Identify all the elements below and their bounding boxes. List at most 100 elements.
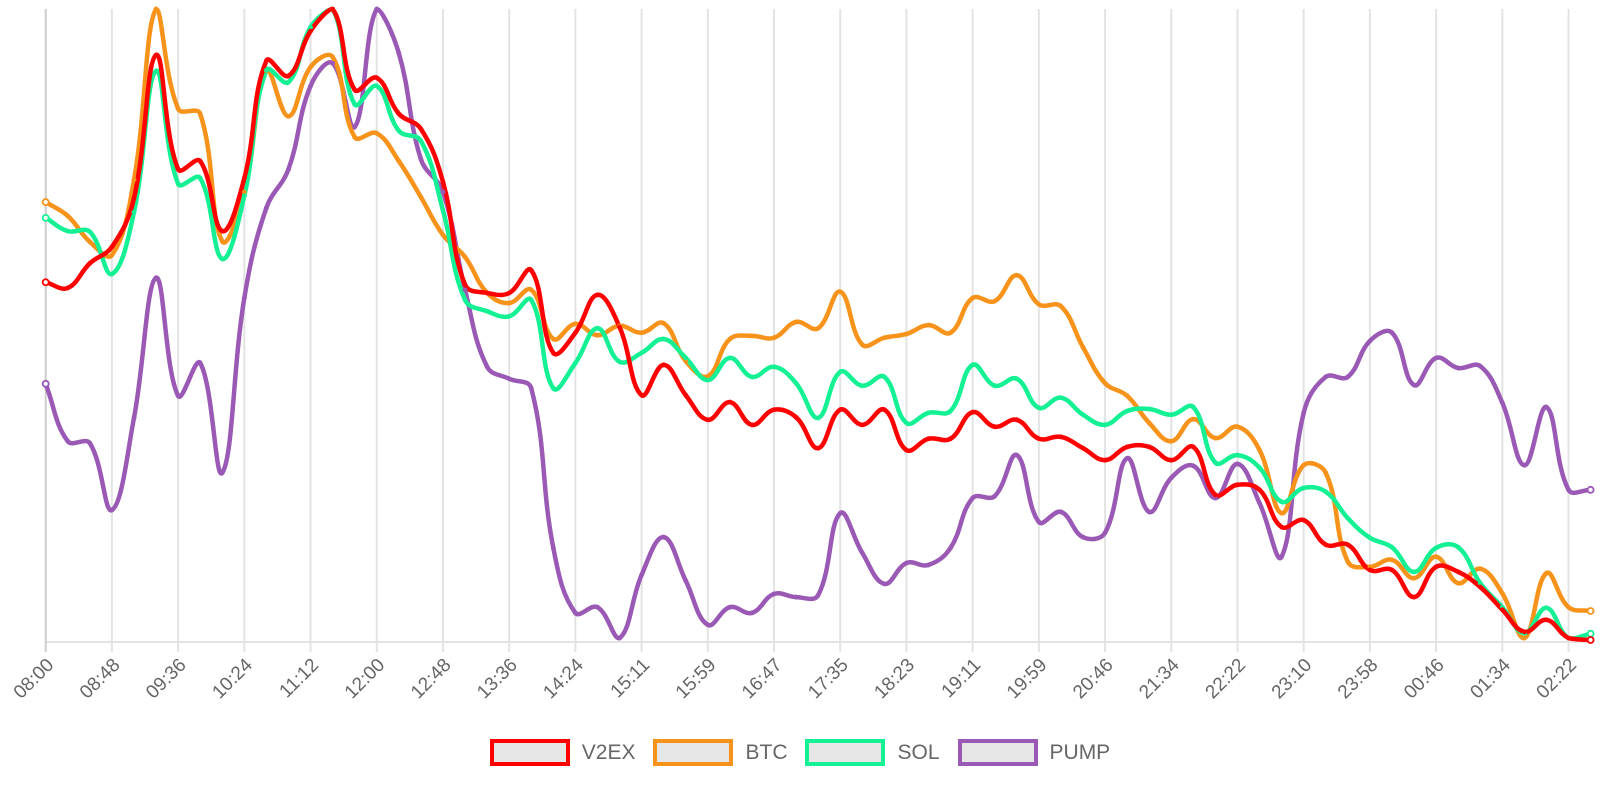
data-point-pump[interactable] [175, 393, 181, 399]
data-point-pump[interactable] [1124, 455, 1130, 461]
data-point-v2ex[interactable] [727, 399, 733, 405]
data-point-btc[interactable] [992, 298, 998, 304]
data-point-btc[interactable] [859, 342, 865, 348]
data-point-v2ex[interactable] [683, 392, 689, 398]
data-point-v2ex[interactable] [396, 111, 402, 117]
data-point-sol[interactable] [1367, 535, 1373, 541]
data-point-pump[interactable] [572, 610, 578, 616]
data-point-sol[interactable] [462, 297, 468, 303]
data-point-btc[interactable] [1323, 470, 1329, 476]
data-point-v2ex[interactable] [1146, 444, 1152, 450]
data-point-btc[interactable] [1279, 510, 1285, 516]
data-point-sol[interactable] [926, 410, 931, 416]
data-point-v2ex[interactable] [881, 407, 887, 413]
data-point-v2ex[interactable] [1586, 636, 1595, 644]
data-point-v2ex[interactable] [749, 422, 755, 428]
data-point-v2ex[interactable] [1279, 524, 1285, 530]
data-point-pump[interactable] [1058, 509, 1064, 515]
data-point-pump[interactable] [903, 560, 909, 566]
data-point-v2ex[interactable] [87, 260, 93, 266]
data-point-btc[interactable] [1521, 635, 1527, 641]
data-point-pump[interactable] [683, 578, 689, 584]
data-point-btc[interactable] [727, 336, 733, 342]
data-point-v2ex[interactable] [219, 228, 225, 234]
data-point-v2ex[interactable] [1477, 584, 1483, 590]
data-point-pump[interactable] [1235, 461, 1240, 467]
data-point-sol[interactable] [1455, 544, 1461, 550]
data-point-v2ex[interactable] [992, 424, 998, 430]
data-point-v2ex[interactable] [418, 126, 424, 132]
data-point-sol[interactable] [131, 209, 137, 215]
data-point-sol[interactable] [881, 374, 887, 380]
data-point-btc[interactable] [837, 289, 843, 295]
data-point-btc[interactable] [903, 331, 909, 337]
data-point-v2ex[interactable] [286, 73, 291, 79]
data-point-btc[interactable] [219, 238, 225, 244]
data-point-btc[interactable] [1168, 438, 1174, 444]
data-point-sol[interactable] [396, 128, 402, 134]
data-point-sol[interactable] [286, 79, 291, 85]
data-point-sol[interactable] [661, 336, 667, 342]
data-point-pump[interactable] [1301, 410, 1307, 416]
data-point-v2ex[interactable] [550, 350, 556, 356]
data-point-pump[interactable] [109, 507, 115, 513]
data-point-sol[interactable] [418, 138, 424, 144]
data-point-v2ex[interactable] [771, 407, 777, 413]
data-point-btc[interactable] [87, 239, 93, 245]
data-point-sol[interactable] [948, 408, 954, 414]
data-point-pump[interactable] [440, 189, 446, 195]
data-point-sol[interactable] [1411, 569, 1417, 575]
data-point-v2ex[interactable] [263, 58, 269, 64]
data-point-sol[interactable] [65, 228, 71, 234]
data-point-sol[interactable] [1323, 489, 1329, 495]
data-point-pump[interactable] [639, 572, 645, 578]
data-point-pump[interactable] [992, 493, 998, 499]
data-point-v2ex[interactable] [484, 290, 490, 296]
data-point-btc[interactable] [41, 198, 50, 206]
data-point-sol[interactable] [1124, 408, 1130, 414]
data-point-btc[interactable] [1014, 272, 1020, 278]
data-point-v2ex[interactable] [1235, 482, 1240, 488]
data-point-v2ex[interactable] [1521, 629, 1527, 635]
data-point-v2ex[interactable] [1190, 444, 1196, 450]
data-point-pump[interactable] [153, 275, 159, 281]
data-point-pump[interactable] [263, 205, 269, 211]
data-point-pump[interactable] [881, 581, 887, 587]
data-point-sol[interactable] [1544, 605, 1549, 611]
data-point-btc[interactable] [572, 321, 578, 327]
data-point-sol[interactable] [1212, 460, 1218, 466]
data-point-v2ex[interactable] [1102, 457, 1108, 463]
data-point-v2ex[interactable] [970, 409, 976, 415]
data-point-v2ex[interactable] [1323, 542, 1329, 548]
data-point-pump[interactable] [219, 470, 225, 476]
legend-item-v2ex[interactable]: V2EX [489, 739, 635, 766]
data-point-btc[interactable] [308, 64, 313, 70]
data-point-v2ex[interactable] [440, 179, 446, 185]
data-point-sol[interactable] [771, 364, 777, 370]
data-point-sol[interactable] [705, 377, 711, 383]
data-point-v2ex[interactable] [815, 445, 821, 451]
data-point-sol[interactable] [595, 325, 600, 331]
data-point-pump[interactable] [1544, 404, 1549, 410]
data-point-pump[interactable] [727, 604, 733, 610]
data-point-v2ex[interactable] [926, 436, 931, 442]
data-point-btc[interactable] [418, 194, 424, 200]
data-point-sol[interactable] [153, 68, 159, 74]
data-point-pump[interactable] [1345, 374, 1351, 380]
data-point-pump[interactable] [65, 438, 71, 444]
data-point-btc[interactable] [1345, 559, 1351, 565]
data-point-btc[interactable] [661, 320, 667, 326]
data-point-sol[interactable] [1080, 412, 1086, 418]
data-point-sol[interactable] [815, 415, 821, 421]
data-point-btc[interactable] [881, 335, 887, 341]
data-point-v2ex[interactable] [661, 362, 667, 368]
data-point-btc[interactable] [131, 177, 137, 183]
data-point-sol[interactable] [1345, 515, 1351, 521]
data-point-btc[interactable] [771, 335, 777, 341]
data-point-sol[interactable] [683, 355, 689, 361]
data-point-sol[interactable] [1389, 544, 1395, 550]
data-point-btc[interactable] [330, 54, 336, 60]
legend-item-btc[interactable]: BTC [653, 739, 787, 766]
data-point-pump[interactable] [617, 635, 622, 641]
data-point-pump[interactable] [1036, 519, 1042, 525]
